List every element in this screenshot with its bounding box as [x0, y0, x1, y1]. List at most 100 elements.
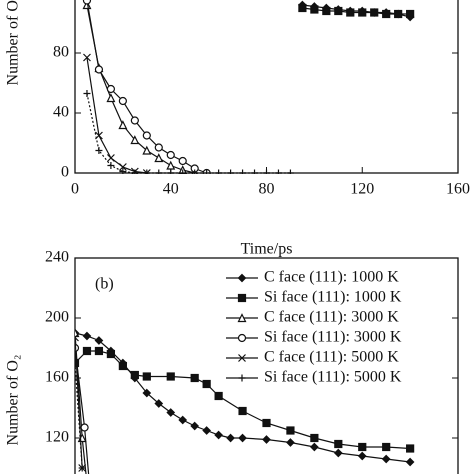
marker — [405, 457, 415, 467]
marker — [298, 3, 307, 13]
marker — [237, 333, 247, 343]
y-tick-label: 120 — [45, 429, 69, 446]
marker — [75, 333, 79, 342]
legend-marker — [238, 354, 246, 362]
marker — [227, 169, 235, 174]
marker — [94, 65, 104, 74]
marker — [238, 354, 246, 362]
series-line — [86, 4, 195, 174]
marker — [106, 84, 116, 94]
marker — [251, 169, 259, 174]
marker — [131, 169, 139, 174]
marker — [382, 442, 391, 452]
marker — [179, 169, 187, 174]
legend-label: C face (111): 1000 K — [264, 269, 399, 286]
marker — [130, 135, 140, 145]
marker — [142, 372, 151, 381]
marker — [130, 370, 139, 380]
marker — [82, 0, 92, 5]
marker — [190, 373, 199, 383]
marker — [202, 426, 212, 435]
marker — [286, 169, 294, 174]
y-tick-label: 240 — [45, 249, 69, 266]
marker — [202, 379, 211, 389]
marker — [333, 448, 343, 458]
x-axis-label: Time/ps — [241, 241, 293, 258]
marker — [118, 163, 127, 171]
marker — [94, 346, 104, 356]
marker — [178, 415, 188, 425]
series-line — [75, 332, 411, 463]
plot-area — [75, 328, 415, 474]
series-line — [75, 337, 83, 469]
marker — [310, 442, 319, 452]
series-line — [302, 4, 411, 18]
marker — [191, 169, 199, 174]
marker — [286, 438, 295, 447]
marker — [237, 273, 247, 283]
y-tick-label: 80 — [53, 44, 69, 61]
marker — [310, 433, 319, 443]
legend-label: C face (111): 5000 K — [264, 349, 399, 366]
marker — [95, 147, 103, 154]
marker — [215, 169, 223, 174]
marker — [166, 160, 176, 170]
legend-label: Si face (111): 1000 K — [264, 289, 402, 306]
marker — [167, 169, 175, 174]
marker — [154, 143, 163, 152]
marker — [166, 408, 176, 417]
x-tick-label: 40 — [163, 181, 179, 198]
marker — [118, 120, 128, 130]
marker — [119, 168, 127, 174]
panel-label: (b) — [95, 276, 114, 293]
x-tick-label: 80 — [259, 181, 275, 198]
marker — [166, 150, 175, 160]
legend-marker — [237, 313, 247, 323]
marker — [106, 349, 116, 359]
marker — [394, 9, 403, 19]
marker — [358, 8, 367, 17]
marker — [382, 9, 391, 19]
x-tick-label: 120 — [350, 181, 374, 198]
marker — [83, 90, 91, 97]
marker — [358, 442, 367, 452]
legend-marker — [237, 273, 247, 283]
marker — [346, 8, 355, 17]
y-tick-label: 200 — [45, 309, 69, 326]
marker — [78, 464, 86, 472]
marker — [203, 169, 211, 174]
marker — [237, 293, 247, 303]
marker — [334, 439, 343, 449]
legend-marker — [237, 333, 247, 343]
series-line — [75, 362, 83, 469]
marker — [370, 8, 379, 17]
marker — [214, 430, 223, 440]
legend-marker — [237, 293, 247, 303]
y-tick-label: 160 — [45, 369, 69, 386]
marker — [263, 169, 270, 174]
plot-area — [82, 0, 415, 174]
marker — [190, 421, 200, 431]
legend-label: Si face (111): 5000 K — [264, 369, 402, 386]
marker — [226, 433, 235, 443]
series-line — [86, 93, 291, 174]
marker — [82, 0, 92, 10]
marker — [406, 9, 415, 19]
y-tick-label: 0 — [61, 164, 69, 181]
x-tick-label: 160 — [446, 181, 470, 198]
marker — [142, 131, 151, 140]
y-axis-label: Number of O₂ — [5, 355, 22, 446]
series-line — [302, 7, 411, 15]
y-axis-label: Number of O₂ — [5, 0, 22, 85]
marker — [166, 372, 175, 381]
marker — [142, 145, 152, 155]
marker — [274, 169, 282, 174]
plot-frame — [74, 0, 459, 174]
x-tick-label: 0 — [71, 181, 79, 198]
marker — [106, 93, 116, 103]
legend-label: C face (111): 3000 K — [264, 309, 399, 326]
marker — [238, 374, 246, 382]
marker — [334, 6, 343, 16]
marker — [143, 169, 151, 174]
